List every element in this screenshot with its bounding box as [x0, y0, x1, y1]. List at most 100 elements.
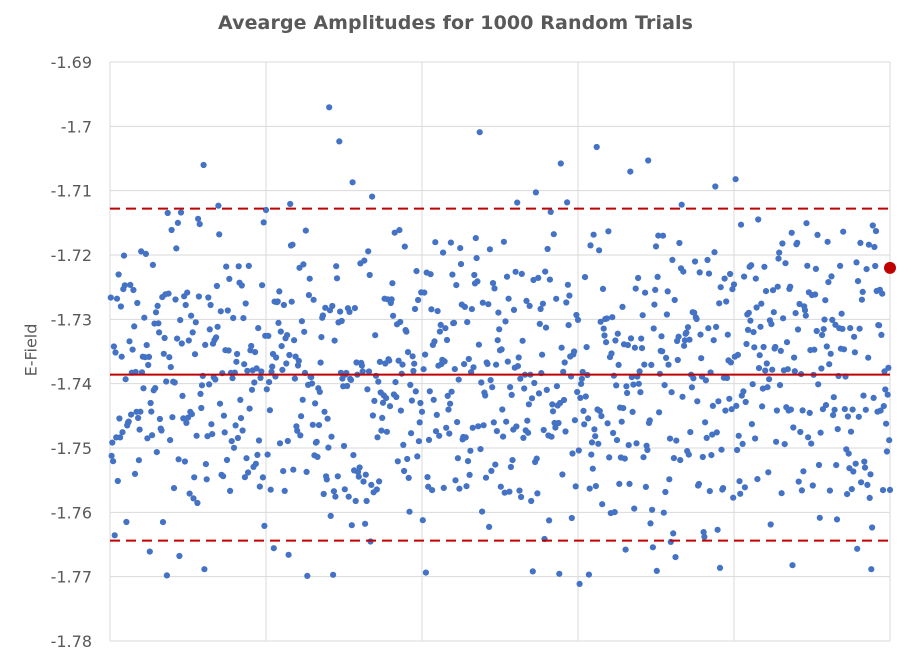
data-point — [285, 551, 292, 558]
data-point — [733, 402, 740, 409]
data-point — [636, 368, 643, 375]
data-point — [659, 232, 667, 239]
data-point — [177, 209, 185, 216]
data-point — [690, 375, 697, 382]
data-point — [615, 361, 622, 368]
data-point — [588, 451, 595, 458]
data-point — [794, 239, 801, 246]
data-point — [555, 419, 562, 427]
data-point — [386, 357, 393, 364]
data-point — [816, 514, 823, 521]
data-point — [774, 283, 781, 290]
data-point — [261, 522, 268, 530]
data-point — [708, 452, 715, 459]
data-point — [700, 529, 707, 536]
data-point — [784, 366, 791, 373]
data-point — [552, 424, 559, 431]
data-point — [147, 399, 154, 407]
data-point — [440, 484, 447, 491]
data-point — [549, 401, 556, 408]
data-point — [394, 458, 401, 465]
data-point — [286, 351, 293, 359]
data-point — [818, 365, 825, 372]
data-point — [800, 468, 807, 475]
data-point — [862, 406, 869, 413]
data-point — [493, 361, 500, 368]
data-point — [578, 375, 586, 382]
data-point — [791, 368, 798, 375]
data-point — [369, 193, 376, 200]
data-point — [235, 263, 242, 270]
data-point — [668, 389, 675, 396]
data-point — [826, 487, 834, 494]
data-point — [156, 415, 163, 423]
data-point — [772, 343, 779, 351]
y-tick-label: -1.7 — [61, 117, 92, 136]
data-point — [476, 129, 483, 136]
data-point — [362, 471, 369, 478]
data-point — [129, 346, 136, 353]
data-point — [578, 380, 585, 387]
data-point — [648, 361, 655, 368]
data-point — [130, 286, 137, 294]
data-point — [440, 249, 447, 256]
data-point — [175, 456, 182, 463]
data-point — [290, 466, 297, 473]
data-point — [399, 361, 406, 368]
data-point — [660, 509, 667, 516]
data-point — [155, 320, 162, 327]
data-point — [252, 349, 259, 356]
data-point — [737, 221, 745, 228]
data-point — [728, 406, 735, 413]
data-point — [454, 455, 461, 462]
data-point — [744, 326, 752, 333]
data-point — [295, 357, 302, 364]
data-point — [148, 408, 155, 415]
data-point — [601, 332, 608, 339]
data-point — [457, 245, 464, 252]
data-point — [877, 407, 884, 414]
data-point — [821, 316, 828, 323]
data-point — [715, 398, 722, 405]
data-point — [677, 457, 684, 464]
data-point — [392, 379, 399, 386]
data-point — [767, 521, 774, 528]
data-point — [597, 318, 604, 325]
data-point — [757, 323, 764, 330]
data-point — [788, 229, 795, 236]
data-point — [750, 329, 757, 336]
data-point — [693, 315, 700, 323]
data-point — [213, 334, 220, 341]
data-point — [468, 369, 475, 376]
data-point — [581, 274, 589, 281]
data-point — [762, 288, 770, 295]
data-point — [224, 307, 231, 314]
data-point — [780, 315, 787, 322]
data-point — [822, 297, 829, 304]
data-point — [702, 377, 710, 384]
data-point — [747, 317, 754, 324]
data-point — [179, 392, 186, 399]
data-point — [795, 478, 802, 485]
data-point — [321, 408, 328, 415]
data-point — [499, 406, 506, 413]
data-point — [437, 321, 444, 328]
data-point — [143, 342, 150, 349]
data-point — [136, 426, 143, 433]
data-point — [699, 453, 706, 461]
data-point — [845, 450, 852, 457]
data-point — [633, 440, 640, 447]
data-point — [454, 419, 461, 426]
data-point — [812, 291, 819, 298]
data-point — [825, 279, 832, 286]
data-point — [542, 268, 549, 275]
data-point — [620, 405, 627, 412]
data-point — [160, 350, 167, 357]
data-point — [279, 366, 286, 373]
data-point — [631, 344, 639, 351]
data-point — [383, 395, 390, 402]
data-point — [839, 325, 846, 332]
data-point — [869, 524, 876, 531]
